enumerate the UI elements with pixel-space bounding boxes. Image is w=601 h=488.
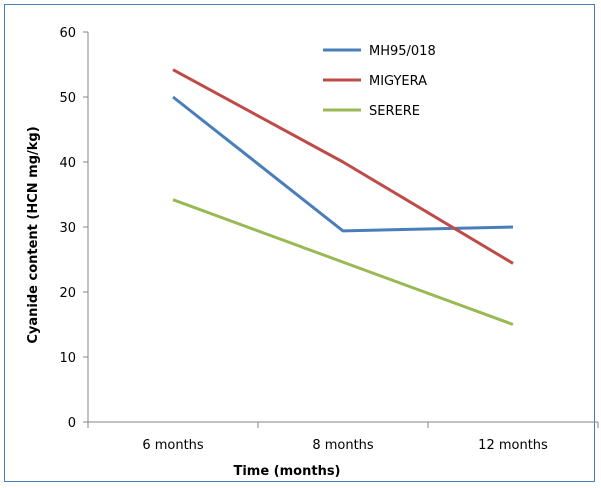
- series-lines: [172, 68, 514, 326]
- series-line-mh95-018: [172, 95, 514, 233]
- y-tick-label: 40: [59, 156, 76, 171]
- legend-label: SERERE: [369, 104, 420, 119]
- chart-frame: [4, 4, 595, 482]
- legend-label: MH95/018: [369, 44, 436, 59]
- y-tick-label: 30: [59, 221, 76, 236]
- series-line-serere: [172, 198, 514, 326]
- x-tick-label: 6 months: [142, 438, 204, 453]
- y-tick-label: 10: [59, 351, 76, 366]
- x-axis-ticks: 6 months 8 months 12 months: [87, 422, 599, 453]
- y-tick-label: 50: [59, 91, 76, 106]
- legend: MH95/018 MIGYERA SERERE: [323, 44, 436, 119]
- y-axis-ticks: 0 10 20 30 40 50 60: [59, 26, 88, 431]
- x-axis-title: Time (months): [233, 464, 340, 479]
- legend-label: MIGYERA: [369, 74, 427, 89]
- x-tick-label: 12 months: [478, 438, 548, 453]
- series-line-migyera: [172, 68, 514, 265]
- axes: [87, 32, 598, 423]
- y-tick-label: 60: [59, 26, 76, 41]
- y-tick-label: 0: [68, 416, 76, 431]
- y-tick-label: 20: [59, 286, 76, 301]
- x-tick-label: 8 months: [312, 438, 374, 453]
- y-axis-title: Cyanide content (HCN mg/kg): [26, 126, 41, 343]
